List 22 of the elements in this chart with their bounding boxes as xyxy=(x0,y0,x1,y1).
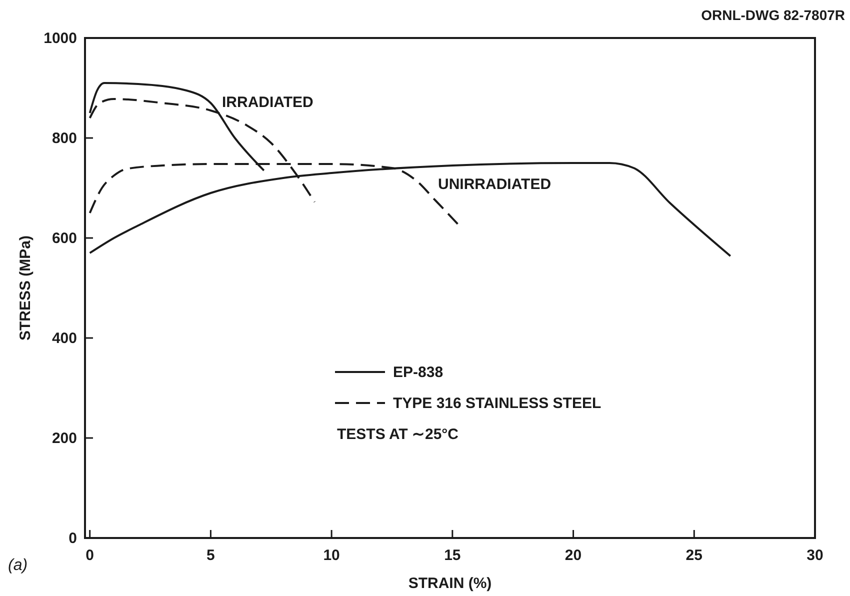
y-tick-label: 800 xyxy=(52,130,77,147)
y-tick-label: 400 xyxy=(52,330,77,347)
legend-label: EP-838 xyxy=(393,364,444,381)
x-tick-label: 0 xyxy=(86,547,94,564)
legend-label: TYPE 316 STAINLESS STEEL xyxy=(393,395,602,412)
annotation: UNIRRADIATED xyxy=(438,176,552,193)
y-tick-label: 200 xyxy=(52,430,77,447)
x-axis-title: STRAIN (%) xyxy=(408,575,492,592)
text: (a) xyxy=(8,557,28,574)
x-tick-label: 15 xyxy=(444,547,461,564)
y-axis-title: STRESS (MPa) xyxy=(17,235,34,341)
text: ORNL-DWG 82-7807R xyxy=(701,7,845,23)
annotation: TESTS AT ∼25°C xyxy=(337,426,459,443)
y-tick-label: 0 xyxy=(68,530,77,547)
annotation: IRRADIATED xyxy=(222,94,314,111)
y-tick-label: 600 xyxy=(52,230,77,247)
x-tick-label: 10 xyxy=(323,547,340,564)
x-tick-label: 20 xyxy=(564,547,582,564)
x-tick-label: 25 xyxy=(686,547,702,564)
y-tick-label: 1000 xyxy=(44,30,77,47)
x-tick-label: 30 xyxy=(806,547,824,564)
x-tick-label: 5 xyxy=(206,547,215,564)
